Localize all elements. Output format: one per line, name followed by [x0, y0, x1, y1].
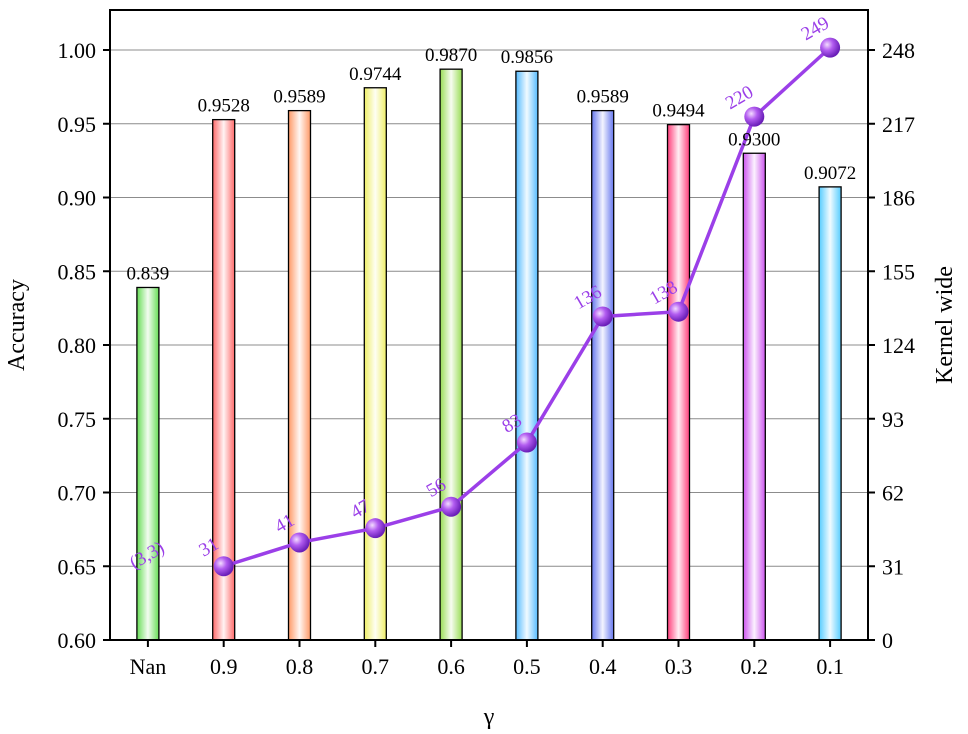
x-tick-label: 0.5 — [513, 654, 541, 679]
accuracy-bar — [666, 123, 691, 641]
x-tick-label: 0.7 — [362, 654, 390, 679]
kernel-wide-point — [289, 532, 310, 553]
accuracy-value-label: 0.839 — [127, 263, 170, 284]
left-tick-label: 1.00 — [58, 38, 97, 63]
accuracy-value-label: 0.9300 — [728, 129, 780, 150]
accuracy-bar — [287, 109, 312, 641]
accuracy-value-label: 0.9870 — [425, 45, 477, 66]
kernel-wide-series — [213, 37, 841, 577]
right-tick-label: 217 — [882, 112, 915, 137]
kernel-wide-point — [365, 518, 386, 539]
x-tick-label: Nan — [130, 654, 167, 679]
kernel-wide-point — [744, 106, 765, 127]
accuracy-value-label: 0.9744 — [349, 64, 402, 85]
kernel-wide-point — [441, 496, 462, 517]
left-tick-label: 0.60 — [58, 628, 97, 653]
x-axis-title: γ — [483, 704, 495, 730]
right-axis-title: Kernel wide — [932, 266, 958, 384]
accuracy-value-label: 0.9528 — [198, 96, 250, 117]
accuracy-value-label: 0.9856 — [501, 47, 553, 68]
kernel-wide-point — [516, 432, 537, 453]
right-tick-label: 93 — [882, 407, 904, 432]
accuracy-value-label: 0.9494 — [652, 101, 705, 122]
accuracy-bars — [136, 68, 842, 641]
x-tick-label: 0.2 — [741, 654, 769, 679]
x-tick-label: 0.4 — [589, 654, 617, 679]
accuracy-bar — [515, 70, 539, 641]
accuracy-bar — [591, 109, 615, 641]
kernel-wide-point — [668, 301, 689, 322]
x-tick-label: 0.1 — [816, 654, 844, 679]
left-tick-label: 0.85 — [58, 259, 97, 284]
right-tick-label: 248 — [882, 38, 915, 63]
plot-frame — [109, 9, 869, 641]
x-tick-label: 0.9 — [210, 654, 238, 679]
left-tick-label: 0.65 — [58, 554, 97, 579]
left-tick-label: 0.95 — [58, 112, 97, 137]
right-tick-label: 155 — [882, 259, 915, 284]
accuracy-value-label: 0.9589 — [577, 87, 629, 108]
right-tick-label: 186 — [882, 186, 915, 211]
right-tick-label: 124 — [882, 333, 915, 358]
accuracy-bar — [818, 186, 842, 641]
left-tick-label: 0.75 — [58, 407, 97, 432]
left-tick-label: 0.80 — [58, 333, 97, 358]
right-tick-label: 31 — [882, 554, 904, 579]
kernel-wide-point — [213, 556, 234, 577]
x-tick-label: 0.3 — [665, 654, 693, 679]
accuracy-bar — [742, 152, 766, 641]
left-tick-label: 0.70 — [58, 481, 97, 506]
accuracy-bar — [136, 286, 160, 641]
x-tick-label: 0.6 — [437, 654, 465, 679]
right-tick-label: 0 — [882, 628, 893, 653]
kernel-wide-point — [592, 306, 613, 327]
accuracy-bar — [363, 87, 387, 641]
grid-lines — [110, 49, 868, 567]
x-tick-label: 0.8 — [286, 654, 314, 679]
axes: 0.60 0.65 0.70 0.75 0.80 0.85 0.90 0.95 1.00 0 31 6… — [4, 9, 958, 730]
right-tick-label: 62 — [882, 481, 904, 506]
accuracy-bar — [439, 68, 463, 641]
kernel-wide-point — [820, 37, 841, 58]
accuracy-value-label: 0.9589 — [273, 87, 325, 108]
left-tick-label: 0.90 — [58, 186, 97, 211]
accuracy-value-label: 0.9072 — [804, 163, 856, 184]
left-axis-title: Accuracy — [4, 279, 30, 371]
